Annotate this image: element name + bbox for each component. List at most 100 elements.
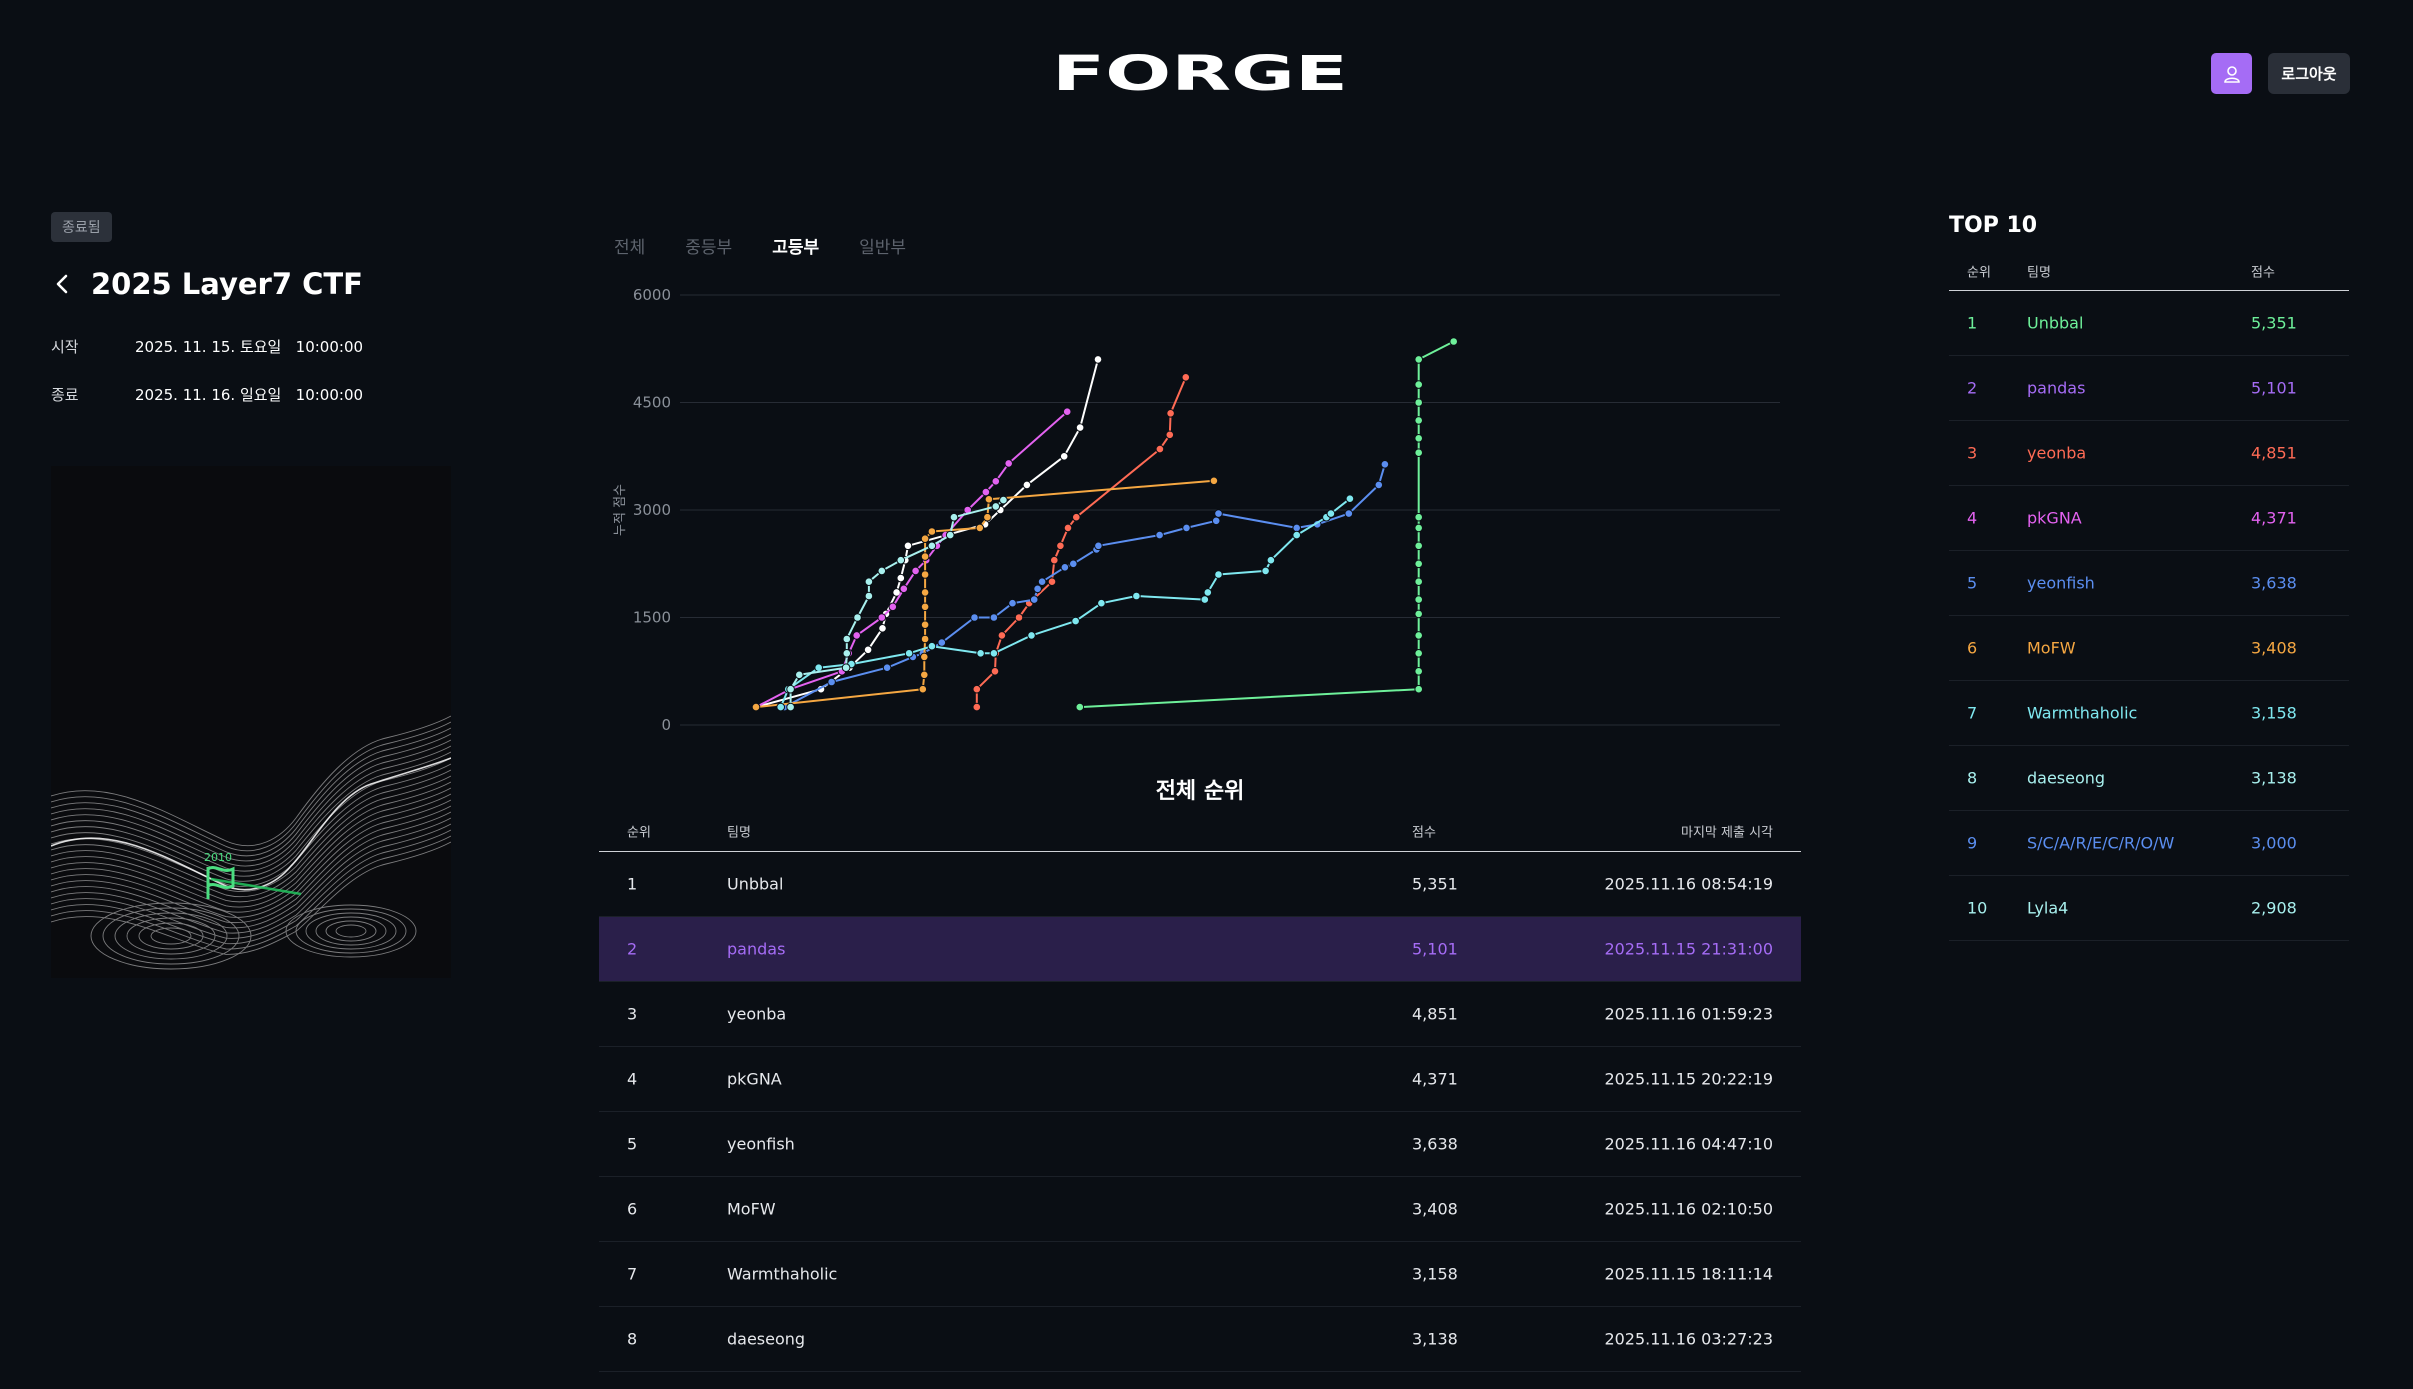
top10-row[interactable]: 7 Warmthaholic 3,158 [1949,681,2349,746]
data-point[interactable] [795,670,804,680]
data-point[interactable] [920,588,930,597]
data-point[interactable] [1029,595,1039,604]
top10-row[interactable]: 2 pandas 5,101 [1949,356,2349,421]
data-point[interactable] [1094,541,1103,551]
data-point[interactable] [1261,566,1270,576]
data-point[interactable] [1071,616,1080,626]
data-point[interactable] [1326,509,1336,518]
data-point[interactable] [1449,337,1459,346]
data-point[interactable] [927,541,937,551]
data-point[interactable] [1209,476,1219,486]
data-point[interactable] [920,602,930,612]
data-point[interactable] [1155,444,1165,454]
data-point[interactable] [1414,609,1424,619]
table-row[interactable]: 4 pkGNA 4,371 2025.11.15 20:22:19 [599,1047,1801,1112]
data-point[interactable] [864,591,874,601]
top10-row[interactable]: 8 daeseong 3,138 [1949,746,2349,811]
data-point[interactable] [842,634,852,644]
data-point[interactable] [1414,398,1424,407]
tab-middle-school[interactable]: 중등부 [685,238,733,258]
data-point[interactable] [1004,459,1014,468]
data-point[interactable] [937,638,947,647]
data-point[interactable] [997,631,1007,640]
top10-row[interactable]: 4 pkGNA 4,371 [1949,486,2349,551]
data-point[interactable] [1414,512,1424,522]
top10-row[interactable]: 6 MoFW 3,408 [1949,616,2349,681]
data-point[interactable] [1050,555,1059,565]
data-point[interactable] [1380,460,1390,469]
data-point[interactable] [899,584,909,594]
data-point[interactable] [1414,380,1424,389]
data-point[interactable] [1063,523,1073,533]
data-point[interactable] [827,677,836,687]
chevron-left-icon[interactable] [51,272,75,296]
data-point[interactable] [852,631,862,640]
data-point[interactable] [1414,595,1424,604]
top10-row[interactable]: 3 yeonba 4,851 [1949,421,2349,486]
data-point[interactable] [918,684,928,694]
data-point[interactable] [877,613,887,622]
data-point[interactable] [949,512,959,522]
data-point[interactable] [989,649,999,658]
data-point[interactable] [1414,523,1424,533]
data-point[interactable] [863,645,873,655]
data-point[interactable] [1414,667,1424,676]
data-point[interactable] [1414,559,1424,569]
table-row[interactable]: 1 Unbbal 5,351 2025.11.16 08:54:19 [599,852,1801,917]
data-point[interactable] [1182,523,1191,533]
data-point[interactable] [903,541,913,551]
data-point[interactable] [841,663,851,673]
data-point[interactable] [1211,516,1221,526]
table-row[interactable]: 7 Warmthaholic 3,158 2025.11.15 18:11:14 [599,1242,1801,1307]
data-point[interactable] [970,613,979,622]
data-point[interactable] [1203,588,1213,597]
data-point[interactable] [999,495,1008,505]
data-point[interactable] [983,512,992,522]
data-point[interactable] [920,652,929,662]
data-point[interactable] [920,634,930,644]
data-point[interactable] [1414,631,1424,640]
data-point[interactable] [1414,577,1424,587]
data-point[interactable] [842,649,852,658]
data-point[interactable] [945,530,955,540]
tab-all[interactable]: 전체 [614,238,646,258]
data-point[interactable] [920,552,930,561]
data-point[interactable] [984,495,994,504]
data-point[interactable] [991,502,1001,511]
top10-row[interactable]: 9 S/C/A/R/E/C/R/O/W 3,000 [1949,811,2349,876]
data-point[interactable] [1414,541,1424,551]
user-button[interactable] [2211,53,2252,94]
data-point[interactable] [1037,577,1047,587]
data-point[interactable] [1414,684,1424,694]
data-point[interactable] [786,702,795,712]
data-point[interactable] [927,641,937,651]
data-point[interactable] [1047,577,1057,587]
data-point[interactable] [814,663,823,673]
data-point[interactable] [1022,480,1032,490]
data-point[interactable] [911,566,920,576]
data-point[interactable] [877,566,887,576]
data-point[interactable] [1069,559,1078,569]
data-point[interactable] [1008,598,1017,608]
data-point[interactable] [972,702,982,712]
data-point[interactable] [1060,563,1070,572]
data-point[interactable] [1344,509,1354,518]
data-point[interactable] [1132,591,1141,601]
data-point[interactable] [1033,584,1042,594]
table-row[interactable]: 8 daeseong 3,138 2025.11.16 03:27:23 [599,1307,1801,1372]
data-point[interactable] [1062,407,1072,416]
data-point[interactable] [864,577,874,587]
data-point[interactable] [920,534,930,544]
data-point[interactable] [990,667,1000,676]
data-point[interactable] [1414,649,1424,658]
top10-row[interactable]: 5 yeonfish 3,638 [1949,551,2349,616]
data-point[interactable] [927,527,937,536]
data-point[interactable] [1165,430,1175,440]
data-point[interactable] [896,573,906,583]
data-point[interactable] [972,684,982,694]
data-point[interactable] [853,613,862,622]
data-point[interactable] [882,663,892,673]
data-point[interactable] [776,702,785,712]
forge-logo[interactable]: FORGE [1050,48,1350,98]
data-point[interactable] [1374,480,1384,490]
